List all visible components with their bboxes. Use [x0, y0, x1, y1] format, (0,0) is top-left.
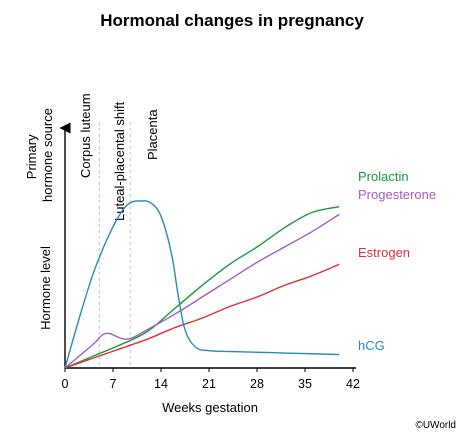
- x-ticks: 0 7 14 21 28 35 42: [62, 368, 360, 391]
- series-lines: [64, 200, 340, 369]
- series-line-progesterone: [64, 213, 340, 369]
- series-line-estrogen: [64, 263, 340, 369]
- x-axis-label: Weeks gestation: [162, 400, 258, 415]
- phase-label-luteal-placental-shift: Luteal-placental shift: [112, 101, 127, 221]
- x-tick-label: 28: [250, 377, 264, 391]
- y-axis-label: Hormone level: [38, 246, 53, 330]
- x-tick-label: 0: [62, 377, 69, 391]
- chart-title: Hormonal changes in pregnancy: [100, 11, 364, 30]
- series-label-prolactin: Prolactin: [358, 169, 409, 184]
- series-line-hcg: [64, 200, 340, 369]
- x-tick-label: 14: [154, 377, 168, 391]
- x-tick-label: 35: [298, 377, 312, 391]
- y-axis-label-top-line2: hormone source: [40, 108, 55, 202]
- y-axis-label-top-line1: Primary: [24, 134, 39, 179]
- credit: ©UWorld: [415, 420, 456, 431]
- phase-label-corpus-luteum: Corpus luteum: [78, 93, 93, 178]
- y-axis-label-top: Primary hormone source: [24, 108, 55, 202]
- series-label-progesterone: Progesterone: [358, 187, 436, 202]
- x-tick-label: 7: [110, 377, 117, 391]
- series-label-estrogen: Estrogen: [358, 245, 410, 260]
- phase-boundaries: [98, 122, 131, 368]
- series-label-hcg: hCG: [358, 338, 385, 353]
- x-tick-label: 42: [346, 377, 360, 391]
- phase-label-placenta: Placenta: [145, 109, 160, 160]
- series-line-prolactin: [64, 206, 340, 369]
- x-tick-label: 21: [202, 377, 216, 391]
